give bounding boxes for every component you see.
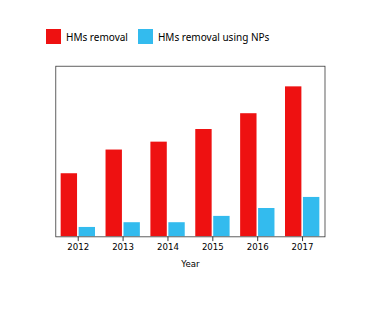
html-text:HMs removal using NPs: HMs removal using NPs bbox=[157, 29, 270, 44]
html-text:HMs removal: HMs removal bbox=[66, 29, 128, 44]
svg-text:2014: 2014 bbox=[157, 242, 179, 252]
svg-text:2013: 2013 bbox=[112, 242, 134, 252]
svg-text:2016: 2016 bbox=[247, 242, 269, 252]
svg-text:Year: Year bbox=[180, 259, 200, 269]
svg-text:2012: 2012 bbox=[67, 242, 89, 252]
svg-text:2015: 2015 bbox=[202, 242, 224, 252]
svg-text:2017: 2017 bbox=[292, 242, 314, 252]
